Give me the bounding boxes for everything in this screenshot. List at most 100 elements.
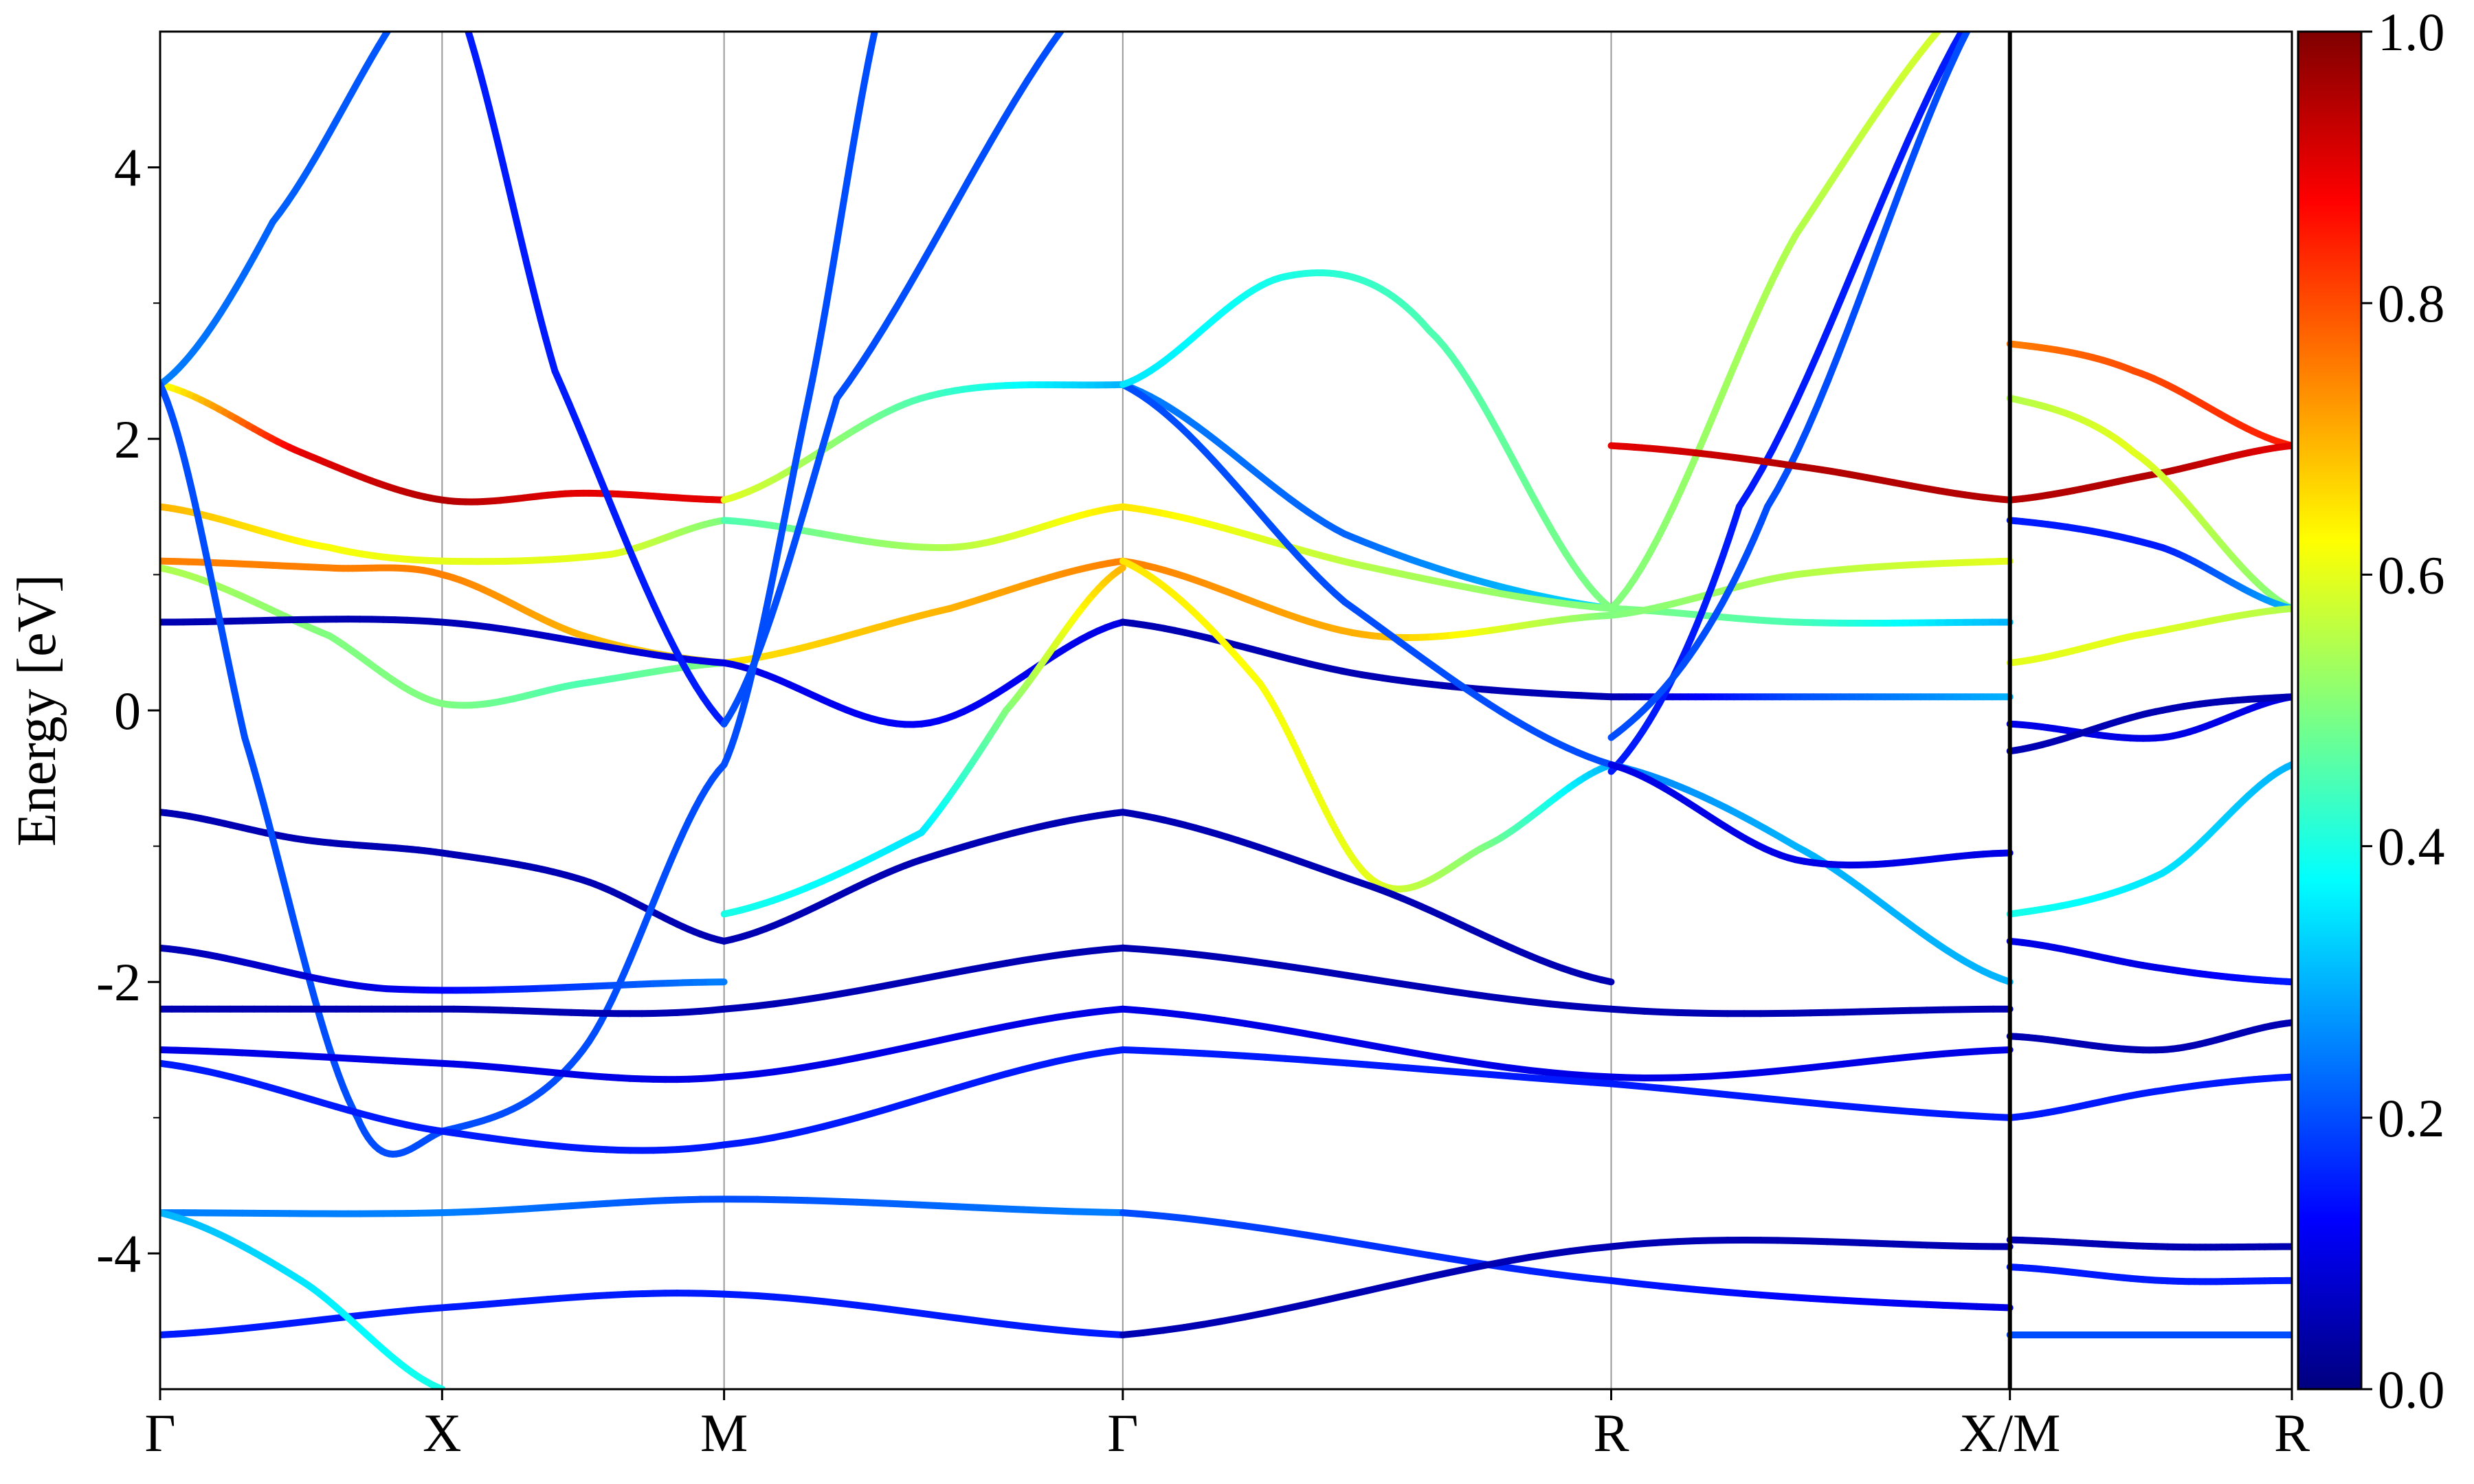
band bbox=[2006, 605, 2292, 666]
y-tick-label: 0 bbox=[114, 681, 141, 741]
band-segment bbox=[940, 199, 960, 228]
band bbox=[1607, 0, 1974, 612]
colorbar-ticks: 0.0 0.2 0.4 0.6 0.8 1.0 bbox=[2361, 2, 2445, 1419]
band bbox=[2006, 937, 2292, 986]
kpoint-grid-lines bbox=[441, 32, 2011, 1389]
band-segment bbox=[1980, 0, 1990, 8]
band bbox=[1119, 1005, 2014, 1081]
band-segment bbox=[1927, 64, 1946, 95]
band-segment bbox=[1383, 1245, 1412, 1255]
band-segment bbox=[876, 12, 879, 27]
band-segment bbox=[1990, 1303, 2014, 1312]
band-segment bbox=[1201, 1317, 1228, 1328]
band-segment bbox=[1424, 1251, 1452, 1262]
band-segment bbox=[1770, 423, 1788, 452]
band-segment bbox=[1845, 298, 1862, 333]
band-segment bbox=[1383, 1044, 1412, 1056]
band bbox=[2006, 1073, 2292, 1121]
band-segment bbox=[1363, 1241, 1391, 1252]
band bbox=[1119, 557, 1615, 892]
band-segment bbox=[917, 242, 936, 270]
band bbox=[1607, 605, 2014, 627]
band-segment bbox=[1036, 41, 1055, 66]
y-tick-label: -4 bbox=[96, 1224, 141, 1283]
band-segment bbox=[1063, 12, 1075, 28]
band-segment bbox=[1825, 351, 1842, 384]
band-segment bbox=[1322, 1235, 1350, 1246]
band bbox=[2006, 394, 2292, 612]
band-segment bbox=[1747, 466, 1765, 493]
band-segment bbox=[1814, 322, 1834, 356]
band-segment bbox=[1465, 1261, 1493, 1272]
x-tick-label: M bbox=[700, 1403, 748, 1463]
band-segment bbox=[1957, 1, 1965, 10]
band bbox=[2006, 761, 2292, 918]
band-segment bbox=[928, 221, 948, 249]
x-tick-label: R bbox=[2274, 1403, 2310, 1463]
band-segment bbox=[1871, 188, 1890, 223]
band bbox=[2006, 693, 2292, 742]
band-segment bbox=[845, 361, 865, 385]
band-segment bbox=[1262, 1023, 1289, 1034]
band-segment bbox=[1965, 0, 1974, 1]
band-segment bbox=[1875, 217, 1893, 251]
band-segment bbox=[1904, 111, 1924, 144]
colorbar-tick-label: 0.2 bbox=[2378, 1088, 2445, 1148]
band-segment bbox=[1893, 136, 1912, 170]
band-segment bbox=[400, 2, 407, 12]
y-axis-label: Energy [eV] bbox=[7, 574, 67, 846]
band bbox=[1607, 0, 1990, 741]
x-tick-label: X/M bbox=[1959, 1403, 2060, 1463]
band-segment bbox=[1950, 32, 1966, 50]
band-segment bbox=[1363, 1283, 1391, 1294]
band-segment bbox=[1282, 1301, 1310, 1312]
band-segment bbox=[1976, 0, 1987, 8]
band-segment bbox=[869, 32, 878, 47]
band-segment bbox=[1826, 296, 1845, 330]
band-segment bbox=[1926, 88, 1943, 120]
band-segment bbox=[1221, 1313, 1249, 1325]
band-segment bbox=[1404, 1273, 1431, 1285]
band-segment bbox=[844, 155, 855, 183]
band-segment bbox=[1965, 8, 1976, 26]
band bbox=[2006, 1263, 2292, 1285]
band-segment bbox=[988, 115, 1007, 144]
band-segment bbox=[1814, 376, 1832, 409]
band-segment bbox=[836, 196, 848, 225]
band-segment bbox=[1970, 8, 1980, 26]
band-segment bbox=[869, 323, 889, 350]
band-segment bbox=[1935, 32, 1942, 34]
band-segment bbox=[1075, 0, 1086, 12]
band-segment bbox=[1114, 564, 1126, 575]
band-segment bbox=[1363, 1041, 1391, 1052]
band-segment bbox=[1343, 1037, 1371, 1048]
band-segment bbox=[1864, 244, 1882, 279]
x-tick-label: Γ bbox=[1107, 1403, 1138, 1463]
band-segment bbox=[1343, 1287, 1371, 1299]
band bbox=[2006, 693, 2292, 755]
x-tick-label: R bbox=[1593, 1403, 1629, 1463]
band-segment bbox=[1837, 269, 1855, 304]
band-segment bbox=[1024, 58, 1043, 84]
band-segment bbox=[1241, 1309, 1269, 1320]
band-segment bbox=[1956, 32, 1971, 51]
y-tick-label: 4 bbox=[114, 138, 141, 198]
band-segment bbox=[1948, 10, 1957, 20]
band-segment bbox=[1383, 1278, 1412, 1290]
band-segment bbox=[1905, 137, 1923, 171]
band-segment bbox=[823, 280, 834, 308]
band-segment bbox=[1834, 325, 1852, 359]
band-segment bbox=[847, 134, 858, 162]
band bbox=[720, 564, 1126, 918]
band-segment bbox=[1935, 65, 1953, 95]
band bbox=[160, 1046, 1126, 1154]
band-segment bbox=[1855, 271, 1872, 306]
band bbox=[160, 1209, 446, 1389]
band bbox=[160, 616, 728, 666]
band bbox=[720, 0, 1086, 728]
band-segment bbox=[1047, 32, 1065, 48]
band-segment bbox=[1000, 95, 1019, 123]
x-tick-label: Γ bbox=[144, 1403, 175, 1463]
band-segment bbox=[1792, 374, 1811, 406]
